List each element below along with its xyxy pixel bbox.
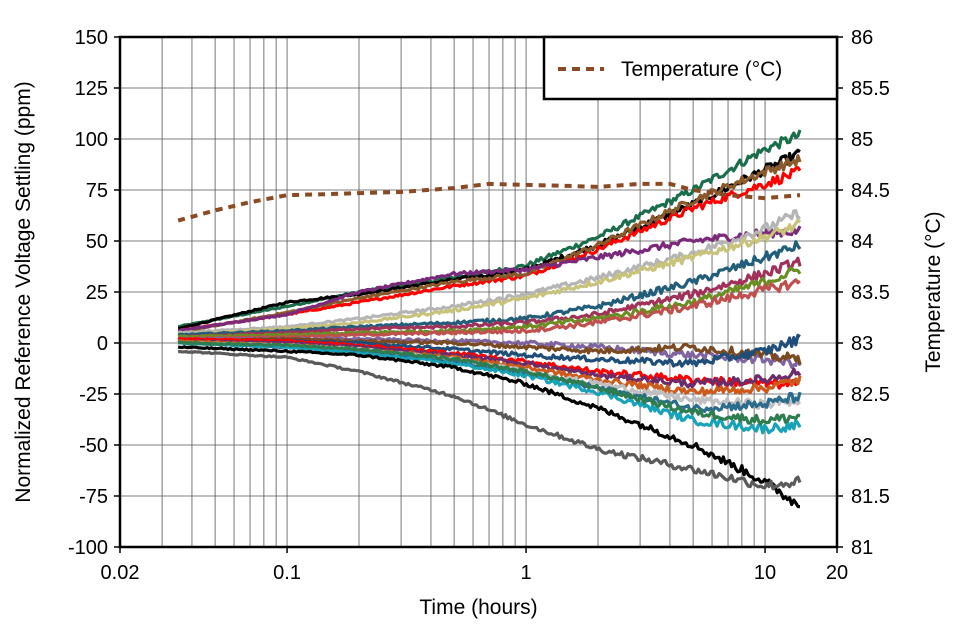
y-tick-label: -50 (79, 435, 108, 457)
settling-series-line (177, 154, 802, 334)
settling-series-line (177, 225, 802, 333)
y-tick-label: 0 (97, 333, 108, 355)
y2-tick-label: 85 (851, 129, 873, 151)
y-tick-label: 150 (75, 27, 108, 49)
y2-axis-label: Temperature (°C) (922, 211, 945, 372)
y-axis-ticks: -100 -75 -50 -25 0 25 50 75 100 125 150 (68, 27, 120, 559)
y2-tick-label: 83.5 (851, 282, 890, 304)
settling-series-line (177, 340, 801, 426)
temperature-series-group (177, 181, 801, 223)
settling-series-line (177, 336, 802, 365)
legend-label: Temperature (°C) (621, 58, 782, 81)
y-tick-label: 75 (86, 180, 108, 202)
y-axis-label: Normalized Reference Voltage Settling (p… (12, 81, 35, 502)
x-tick-label: 10 (754, 562, 776, 584)
y2-tick-label: 84 (851, 231, 873, 253)
y2-tick-label: 82.5 (851, 384, 890, 406)
y2-tick-label: 83 (851, 333, 873, 355)
x-axis-label: Time (hours) (419, 596, 537, 619)
y-tick-label: -75 (79, 486, 108, 508)
settling-series-group (177, 129, 802, 509)
y-tick-label: 125 (75, 78, 108, 100)
legend: Temperature (°C) (542, 35, 839, 101)
x-axis-ticks: 0.02 0.1 1 10 20 (101, 547, 848, 584)
x-tick-label: 0.02 (101, 562, 140, 584)
x-tick-label: 0.1 (273, 562, 301, 584)
grid (120, 37, 837, 547)
x-tick-label: 1 (520, 562, 531, 584)
settling-series-line (178, 240, 802, 337)
y2-tick-label: 84.5 (851, 180, 890, 202)
x-tick-label: 20 (826, 562, 848, 584)
temperature-series-line (177, 181, 801, 223)
y-tick-label: 100 (75, 129, 108, 151)
y-tick-label: -25 (79, 384, 108, 406)
settling-series-line (177, 345, 801, 509)
y2-tick-label: 85.5 (851, 78, 890, 100)
y2-tick-label: 81 (851, 537, 873, 559)
y2-tick-label: 82 (851, 435, 873, 457)
y-tick-label: 25 (86, 282, 108, 304)
y2-axis-ticks: 81 81.5 82 82.5 83 83.5 84 84.5 85 85.5 86 (837, 27, 890, 559)
y2-tick-label: 86 (851, 27, 873, 49)
settling-series-line (177, 338, 802, 389)
settling-series-line (178, 349, 802, 491)
y-tick-label: 50 (86, 231, 108, 253)
settling-series-line (177, 256, 802, 339)
y2-tick-label: 81.5 (851, 486, 890, 508)
y-tick-label: -100 (68, 537, 108, 559)
